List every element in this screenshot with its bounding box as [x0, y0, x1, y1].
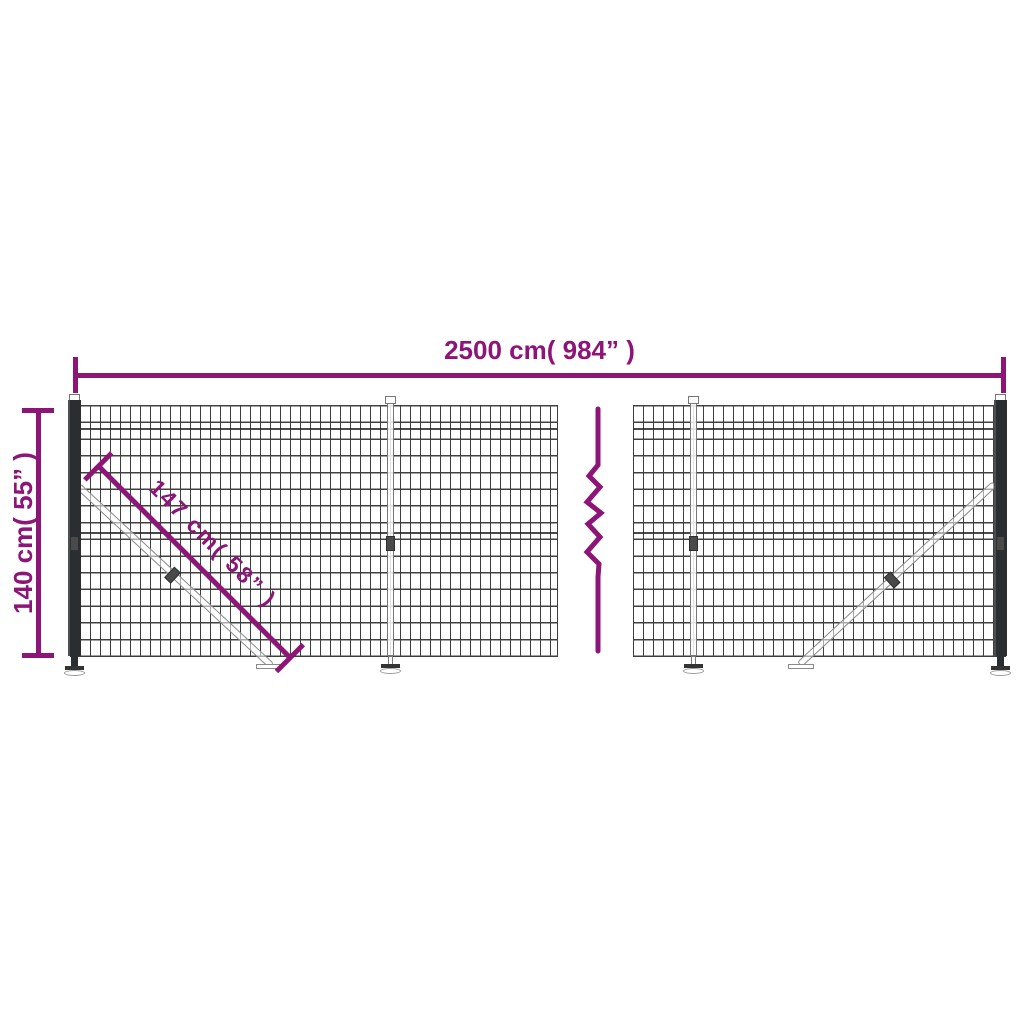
- zigzag-break-icon: [583, 406, 605, 654]
- strut-foot-right: [788, 664, 814, 669]
- height-dimension-label: 140 cm( 55” ): [8, 452, 38, 614]
- post-left-outer: [68, 400, 81, 656]
- post-foot-ring: [990, 670, 1011, 676]
- post-middle-right: [690, 403, 697, 656]
- post-clamp: [70, 536, 79, 551]
- post-foot-stem: [997, 656, 1004, 667]
- height-dimension: 140 cm( 55” ): [8, 408, 54, 658]
- width-dimension-cap-right: [1001, 357, 1006, 393]
- mesh-panel-right: [633, 405, 1006, 657]
- post-clamp: [689, 536, 698, 551]
- height-dimension-line: [36, 408, 41, 658]
- post-foot-ring: [64, 670, 85, 676]
- post-right-outer: [994, 400, 1007, 656]
- post-clamp: [996, 536, 1005, 551]
- mesh-accent-wire: [70, 428, 557, 430]
- mesh-accent-wire: [633, 532, 1005, 534]
- height-dimension-cap-top: [22, 408, 54, 413]
- width-dimension: 2500 cm( 984” ): [73, 335, 1006, 393]
- post-foot-ring: [683, 668, 704, 674]
- post-foot-plate: [65, 666, 84, 670]
- mesh-accent-wire: [633, 428, 1005, 430]
- width-dimension-label: 2500 cm( 984” ): [444, 335, 635, 365]
- post-middle-left: [387, 403, 394, 656]
- post-foot-ring: [380, 668, 401, 674]
- mesh-panel-left: [70, 405, 558, 657]
- width-dimension-cap-left: [73, 357, 78, 393]
- post-foot-plate: [684, 664, 703, 668]
- post-foot-plate: [991, 666, 1010, 670]
- height-dimension-cap-bottom: [22, 653, 54, 658]
- post-foot-stem: [71, 656, 78, 667]
- post-foot-plate: [381, 664, 400, 668]
- post-clamp: [386, 536, 395, 551]
- mesh-accent-wire: [70, 532, 557, 534]
- width-dimension-line: [75, 373, 1004, 378]
